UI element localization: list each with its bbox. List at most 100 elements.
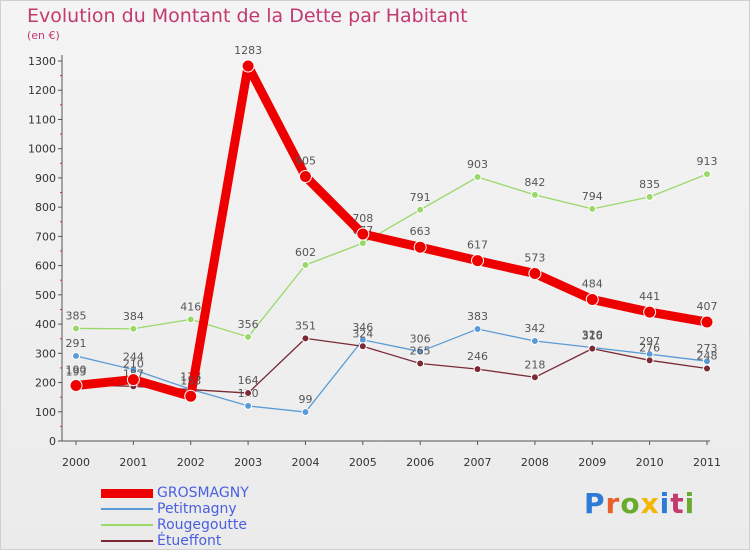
data-label-petitmagny: 291 [66,337,87,350]
data-point-grosmagny [413,240,427,254]
data-label-rougegoutte: 384 [123,310,144,323]
x-tick-label: 2010 [636,456,664,469]
data-label-petitmagny: 297 [639,335,660,348]
data-point-petitmagny [416,347,425,356]
data-label-petitmagny: 342 [524,322,545,335]
data-point--tueffont [301,334,310,343]
x-tick-label: 2007 [464,456,492,469]
data-label--tueffont: 248 [697,350,718,363]
data-label-grosmagny: 441 [639,290,660,303]
logo-letter: o [620,487,641,520]
data-point--tueffont [358,342,367,351]
data-point-rougegoutte [301,261,310,270]
logo-letter: i [659,487,671,520]
data-point-rougegoutte [645,192,654,201]
data-point--tueffont [645,356,654,365]
y-tick-label: 600 [35,260,56,273]
data-label-rougegoutte: 835 [639,178,660,191]
logo-letter: P [584,487,606,520]
data-label-petitmagny: 244 [123,351,144,364]
data-label-petitmagny: 273 [697,342,718,355]
data-label-grosmagny: 190 [66,363,87,376]
y-tick-label: 700 [35,230,56,243]
data-point-grosmagny [184,389,198,403]
legend-label-petitmagny: Petitmagny [157,501,237,517]
legend-label-rougegoutte: Rougegoutte [157,517,247,533]
logo-letter: i [684,487,696,520]
data-point-grosmagny [585,293,599,307]
legend-label-etueffont: Étueffont [157,533,222,549]
data-label-petitmagny: 99 [298,393,312,406]
y-tick-label: 1000 [28,143,56,156]
data-point-grosmagny [241,59,255,73]
data-point-rougegoutte [129,324,138,333]
data-point-grosmagny [700,315,714,329]
data-label-rougegoutte: 842 [524,176,545,189]
legend-swatch-rougegoutte [101,524,153,526]
data-point-rougegoutte [72,324,80,333]
series-line--tueffont [75,337,708,394]
data-point-petitmagny [530,337,539,346]
data-point--tueffont [244,389,253,398]
data-point-rougegoutte [186,315,195,324]
data-point-grosmagny [298,169,312,183]
data-label--tueffont: 351 [295,319,316,332]
data-point-petitmagny [72,351,80,360]
y-tick-label: 1200 [28,84,56,97]
data-point--tueffont [530,373,539,382]
data-label-rougegoutte: 913 [697,155,718,168]
x-tick-label: 2009 [578,456,606,469]
data-label--tueffont: 193 [66,366,87,379]
data-label-petitmagny: 383 [467,310,488,323]
data-label-rougegoutte: 385 [66,309,87,322]
legend-swatch-grosmagny [101,489,153,498]
data-label-grosmagny: 905 [295,154,316,167]
data-label-grosmagny: 708 [352,212,373,225]
series-line-petitmagny [75,328,708,413]
data-point--tueffont [473,365,482,374]
x-tick-label: 2003 [234,456,262,469]
data-point-grosmagny [126,373,140,387]
legend-swatch-petitmagny [101,508,153,510]
y-tick-label: 800 [35,201,56,214]
data-label-grosmagny: 210 [123,358,144,371]
data-label-petitmagny: 346 [352,321,373,334]
y-tick-label: 0 [49,435,56,448]
data-label-grosmagny: 1283 [234,44,262,57]
x-tick-label: 2011 [693,456,721,469]
data-label--tueffont: 316 [582,330,603,343]
legend-label-grosmagny: GROSMAGNY [157,485,249,501]
data-point-grosmagny [69,378,83,392]
data-label-grosmagny: 617 [467,239,488,252]
data-point-grosmagny [356,227,370,241]
data-point-rougegoutte [244,332,253,341]
legend-swatch-etueffont [101,540,153,542]
data-point-petitmagny [244,401,253,410]
x-tick-label: 2002 [177,456,205,469]
series-line-grosmagny [71,61,712,401]
y-tick-label: 500 [35,289,56,302]
y-tick-label: 900 [35,172,56,185]
data-point--tueffont [703,364,711,373]
data-label-grosmagny: 153 [180,374,201,387]
data-point-rougegoutte [358,239,367,248]
data-point-rougegoutte [703,170,711,179]
data-label--tueffont: 218 [524,358,545,371]
data-point-rougegoutte [530,190,539,199]
y-tick-label: 100 [35,406,56,419]
data-point-grosmagny [643,305,657,319]
data-point-petitmagny [473,325,482,334]
x-tick-label: 2000 [62,456,90,469]
series-line-rougegoutte [75,173,708,338]
y-tick-label: 1100 [28,113,56,126]
data-label-rougegoutte: 903 [467,158,488,171]
chart-subtitle: (en €) [27,29,60,42]
data-label-rougegoutte: 356 [238,318,259,331]
data-point-rougegoutte [473,173,482,182]
data-label-grosmagny: 484 [582,278,603,291]
y-tick-label: 1300 [28,55,56,68]
data-label-petitmagny: 320 [582,328,603,341]
x-tick-label: 2005 [349,456,377,469]
